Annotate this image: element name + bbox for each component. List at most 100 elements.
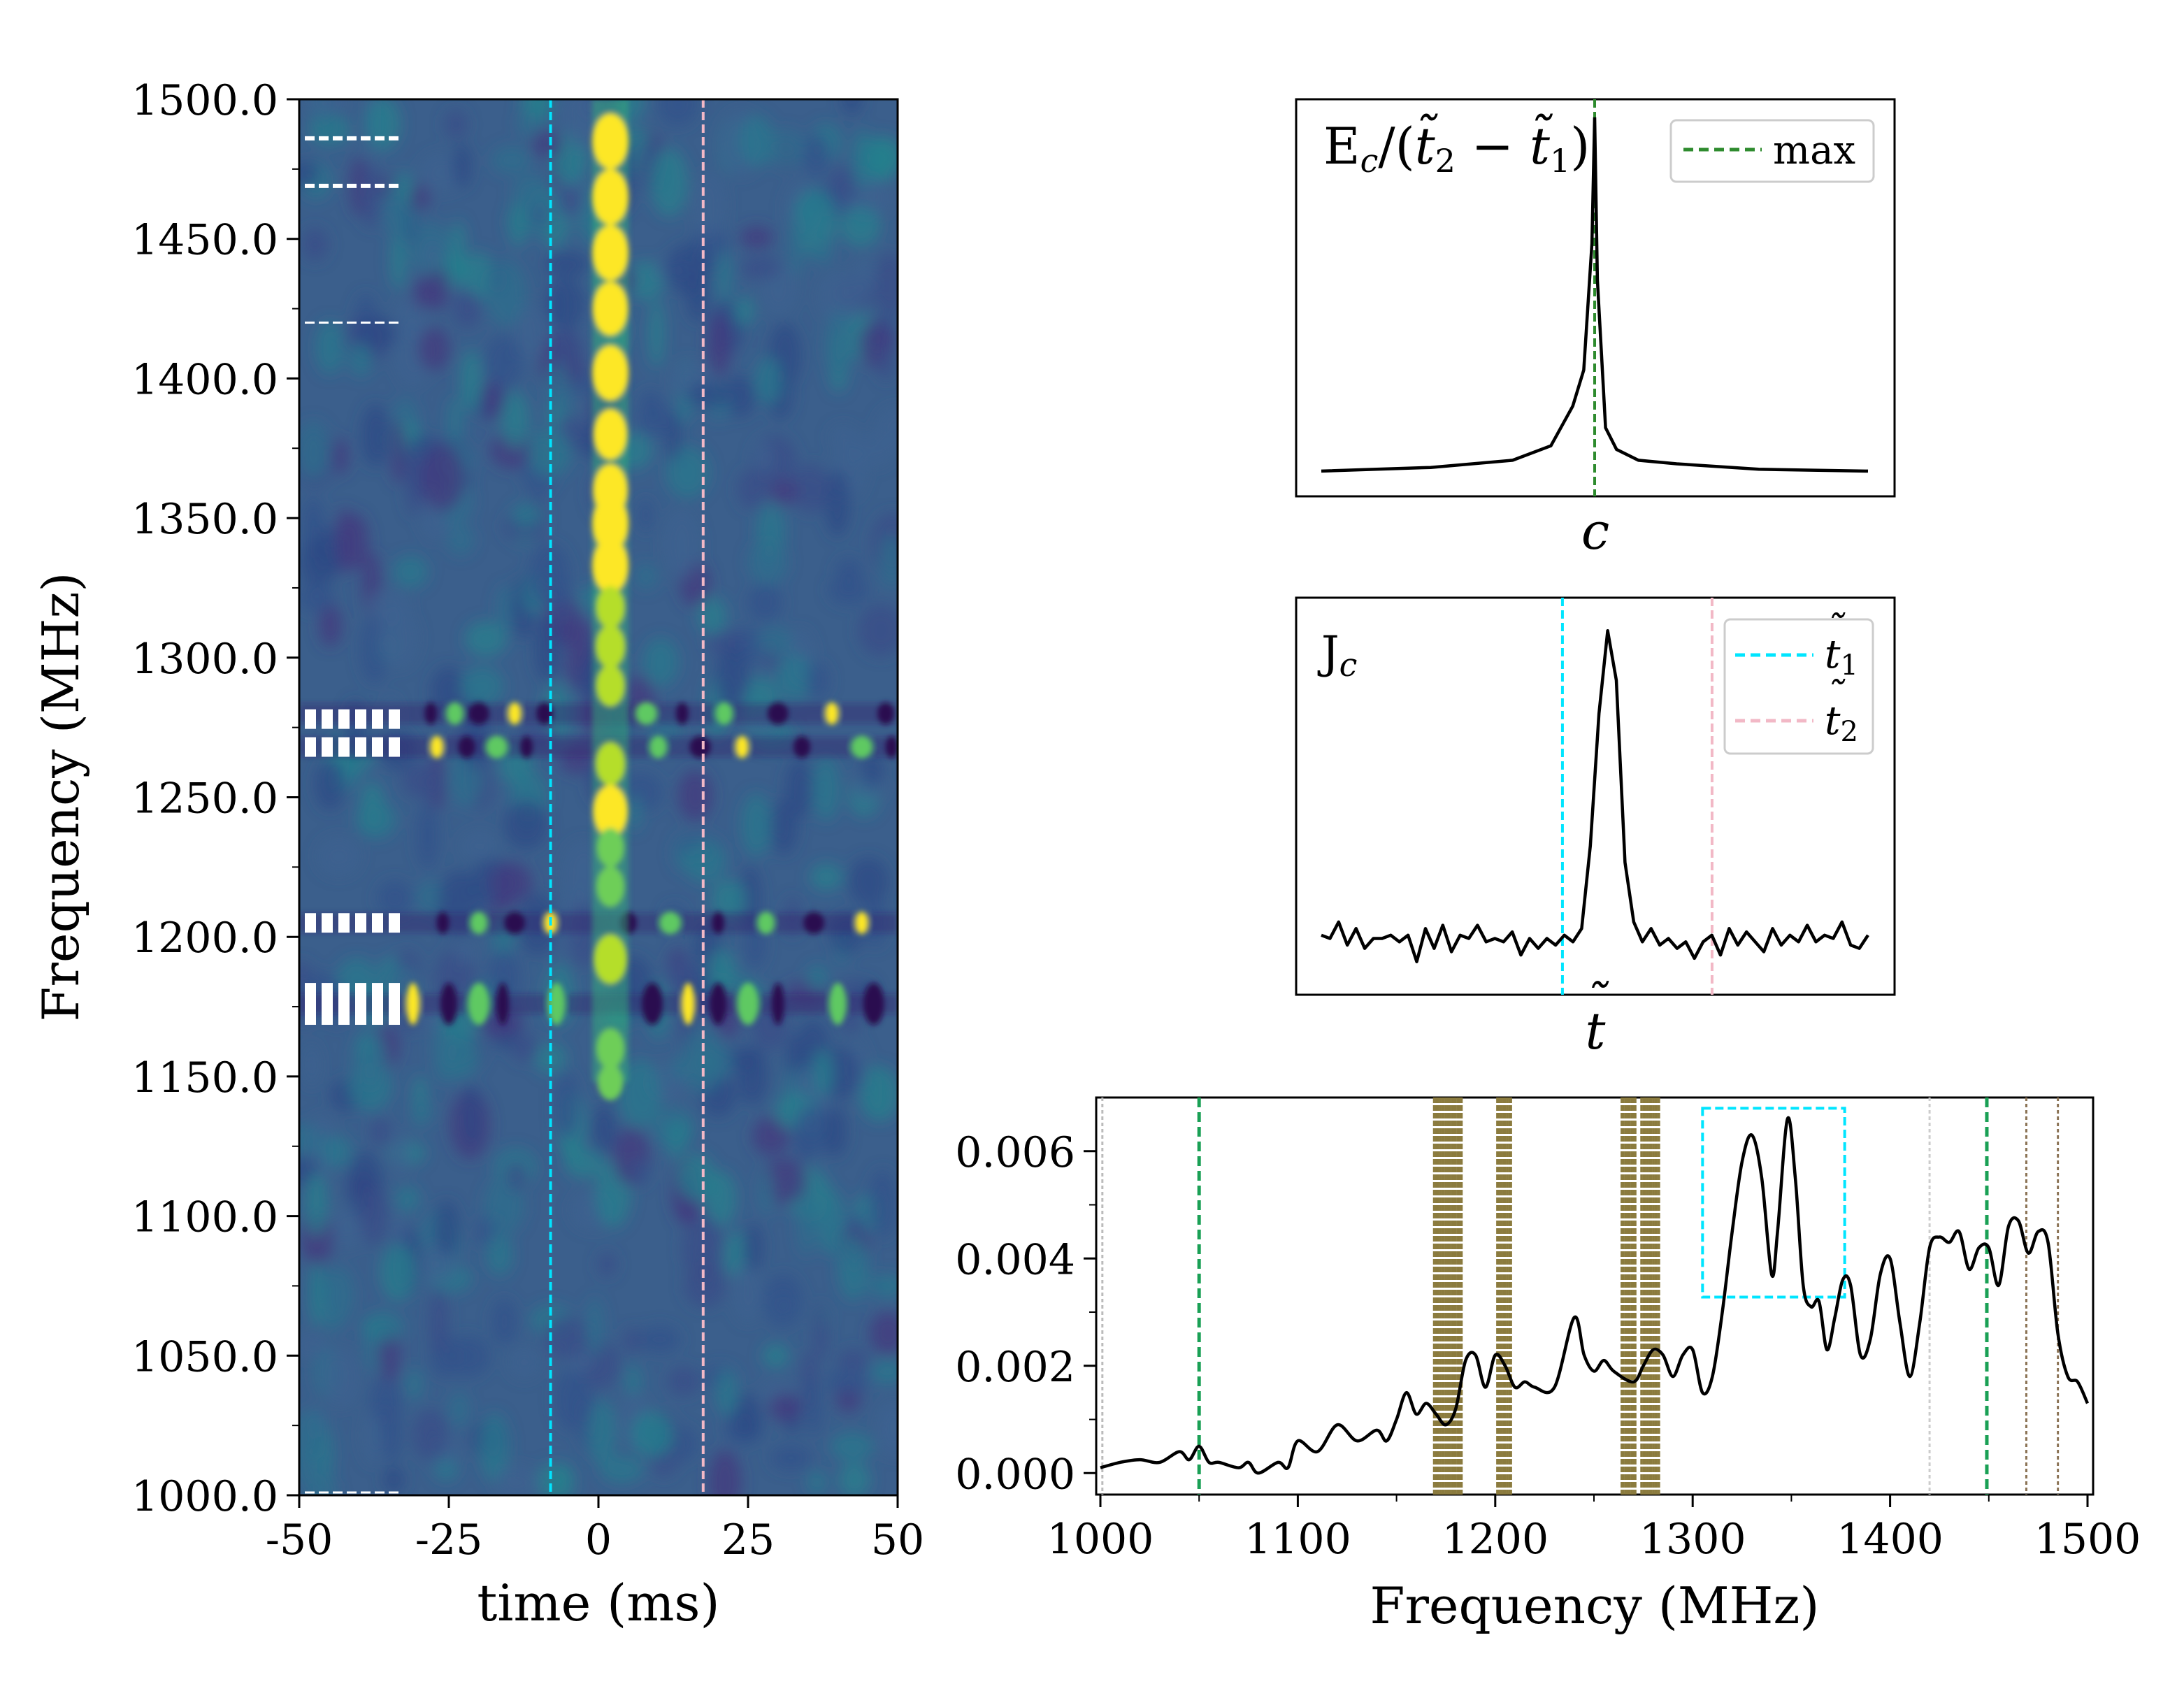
noise-blob xyxy=(354,316,398,351)
noise-blob xyxy=(807,964,828,991)
noise-blob xyxy=(807,1469,827,1495)
legend-max-label: max xyxy=(1773,128,1855,173)
jc-legend-box xyxy=(1723,618,1874,755)
noise-blob xyxy=(770,1445,812,1471)
burst-blob xyxy=(592,537,629,593)
noise-blob xyxy=(321,1266,354,1324)
noise-blob xyxy=(810,863,843,891)
noise-blob xyxy=(319,605,343,647)
rfi-blob xyxy=(468,983,489,1026)
rfi-blob xyxy=(468,702,489,725)
noise-blob xyxy=(501,391,530,449)
noise-blob xyxy=(308,1258,325,1328)
noise-blob xyxy=(631,1411,673,1458)
noise-blob xyxy=(826,1369,870,1394)
noise-blob xyxy=(740,793,772,857)
rfi-blob xyxy=(440,983,457,1026)
noise-blob xyxy=(623,1327,643,1353)
noise-blob xyxy=(851,129,873,190)
masked-channel-block xyxy=(355,913,366,933)
noise-blob xyxy=(447,524,474,556)
rfi-blob xyxy=(803,912,825,935)
rfi-blob xyxy=(738,983,759,1026)
noise-blob xyxy=(299,582,335,613)
rfi-blob xyxy=(885,735,898,758)
jc-vs-t-panel: Jc t1 ˜ t2 ˜ t ˜ xyxy=(1295,596,1896,1060)
noise-blob xyxy=(745,921,766,968)
noise-blob xyxy=(742,1223,763,1272)
noise-blob xyxy=(361,1311,404,1342)
noise-blob xyxy=(759,1169,775,1215)
noise-blob xyxy=(505,1161,527,1192)
noise-blob xyxy=(813,1302,828,1361)
rfi-blob xyxy=(486,735,508,758)
noise-blob xyxy=(657,99,698,127)
rfi-blob xyxy=(458,735,475,758)
noise-blob xyxy=(335,508,354,574)
noise-blob xyxy=(315,758,345,810)
noise-blob xyxy=(638,498,653,533)
rfi-blob xyxy=(642,983,663,1026)
noise-blob xyxy=(489,862,533,903)
rfi-blob xyxy=(470,912,487,935)
noise-blob xyxy=(639,390,663,417)
noise-blob xyxy=(835,558,863,585)
noise-blob xyxy=(460,665,504,707)
noise-blob xyxy=(454,939,475,964)
noise-blob xyxy=(407,1368,422,1400)
noise-blob xyxy=(864,1064,883,1120)
masked-channel-block xyxy=(322,913,333,933)
masked-channel-block xyxy=(372,737,383,757)
noise-blob xyxy=(452,290,481,328)
rfi-blob xyxy=(536,702,553,725)
noise-blob xyxy=(707,312,732,377)
noise-blob xyxy=(491,146,532,175)
jc-x-axis-tilde: ˜ xyxy=(1583,974,1609,1031)
noise-blob xyxy=(361,403,390,468)
heatmap-y-axis-label: Frequency (MHz) xyxy=(31,573,90,1022)
noise-blob xyxy=(866,1274,888,1298)
spectrum-highlight-box xyxy=(1701,1107,1846,1299)
x-tick-label: 1500 xyxy=(2034,1515,2141,1564)
noise-blob xyxy=(876,407,898,451)
noise-blob xyxy=(731,1393,762,1439)
noise-blob xyxy=(511,1034,539,1062)
rfi-blob xyxy=(675,702,689,725)
legend-t1-sub: 1 xyxy=(1841,649,1858,682)
noise-blob xyxy=(738,469,767,509)
masked-channel-block xyxy=(305,709,316,729)
noise-blob xyxy=(503,800,548,849)
noise-blob xyxy=(747,584,783,622)
rfi-blob xyxy=(520,735,533,758)
noise-blob xyxy=(737,1045,768,1105)
rfi-blob xyxy=(757,912,775,935)
rfi-blob xyxy=(689,735,711,758)
noise-blob xyxy=(640,1325,680,1353)
noise-blob xyxy=(564,1149,603,1179)
noise-blob xyxy=(868,1169,897,1238)
noise-blob xyxy=(633,563,658,590)
spectrum-masked-bands xyxy=(1432,1098,1660,1495)
noise-blob xyxy=(586,1297,604,1356)
noise-blob xyxy=(789,215,804,278)
rfi-blob xyxy=(851,735,872,758)
noise-blob xyxy=(359,1186,389,1246)
rfi-blob xyxy=(436,912,450,935)
burst-blob xyxy=(592,113,629,169)
noise-blob xyxy=(686,382,731,408)
rfi-blob xyxy=(771,983,784,1026)
noise-blob xyxy=(356,1033,373,1056)
noise-blob xyxy=(748,538,788,585)
noise-blob xyxy=(624,1364,642,1399)
noise-blob xyxy=(304,1043,319,1087)
masked-channel-block xyxy=(305,983,316,1026)
noise-blob xyxy=(520,99,554,117)
noise-blob xyxy=(447,396,463,445)
noise-blob xyxy=(390,419,406,484)
burst-blob xyxy=(592,168,629,225)
rfi-blob xyxy=(767,702,789,725)
noise-blob xyxy=(716,250,733,305)
noise-blob xyxy=(666,413,682,461)
noise-blob xyxy=(698,596,727,635)
noise-blob xyxy=(429,1288,450,1355)
